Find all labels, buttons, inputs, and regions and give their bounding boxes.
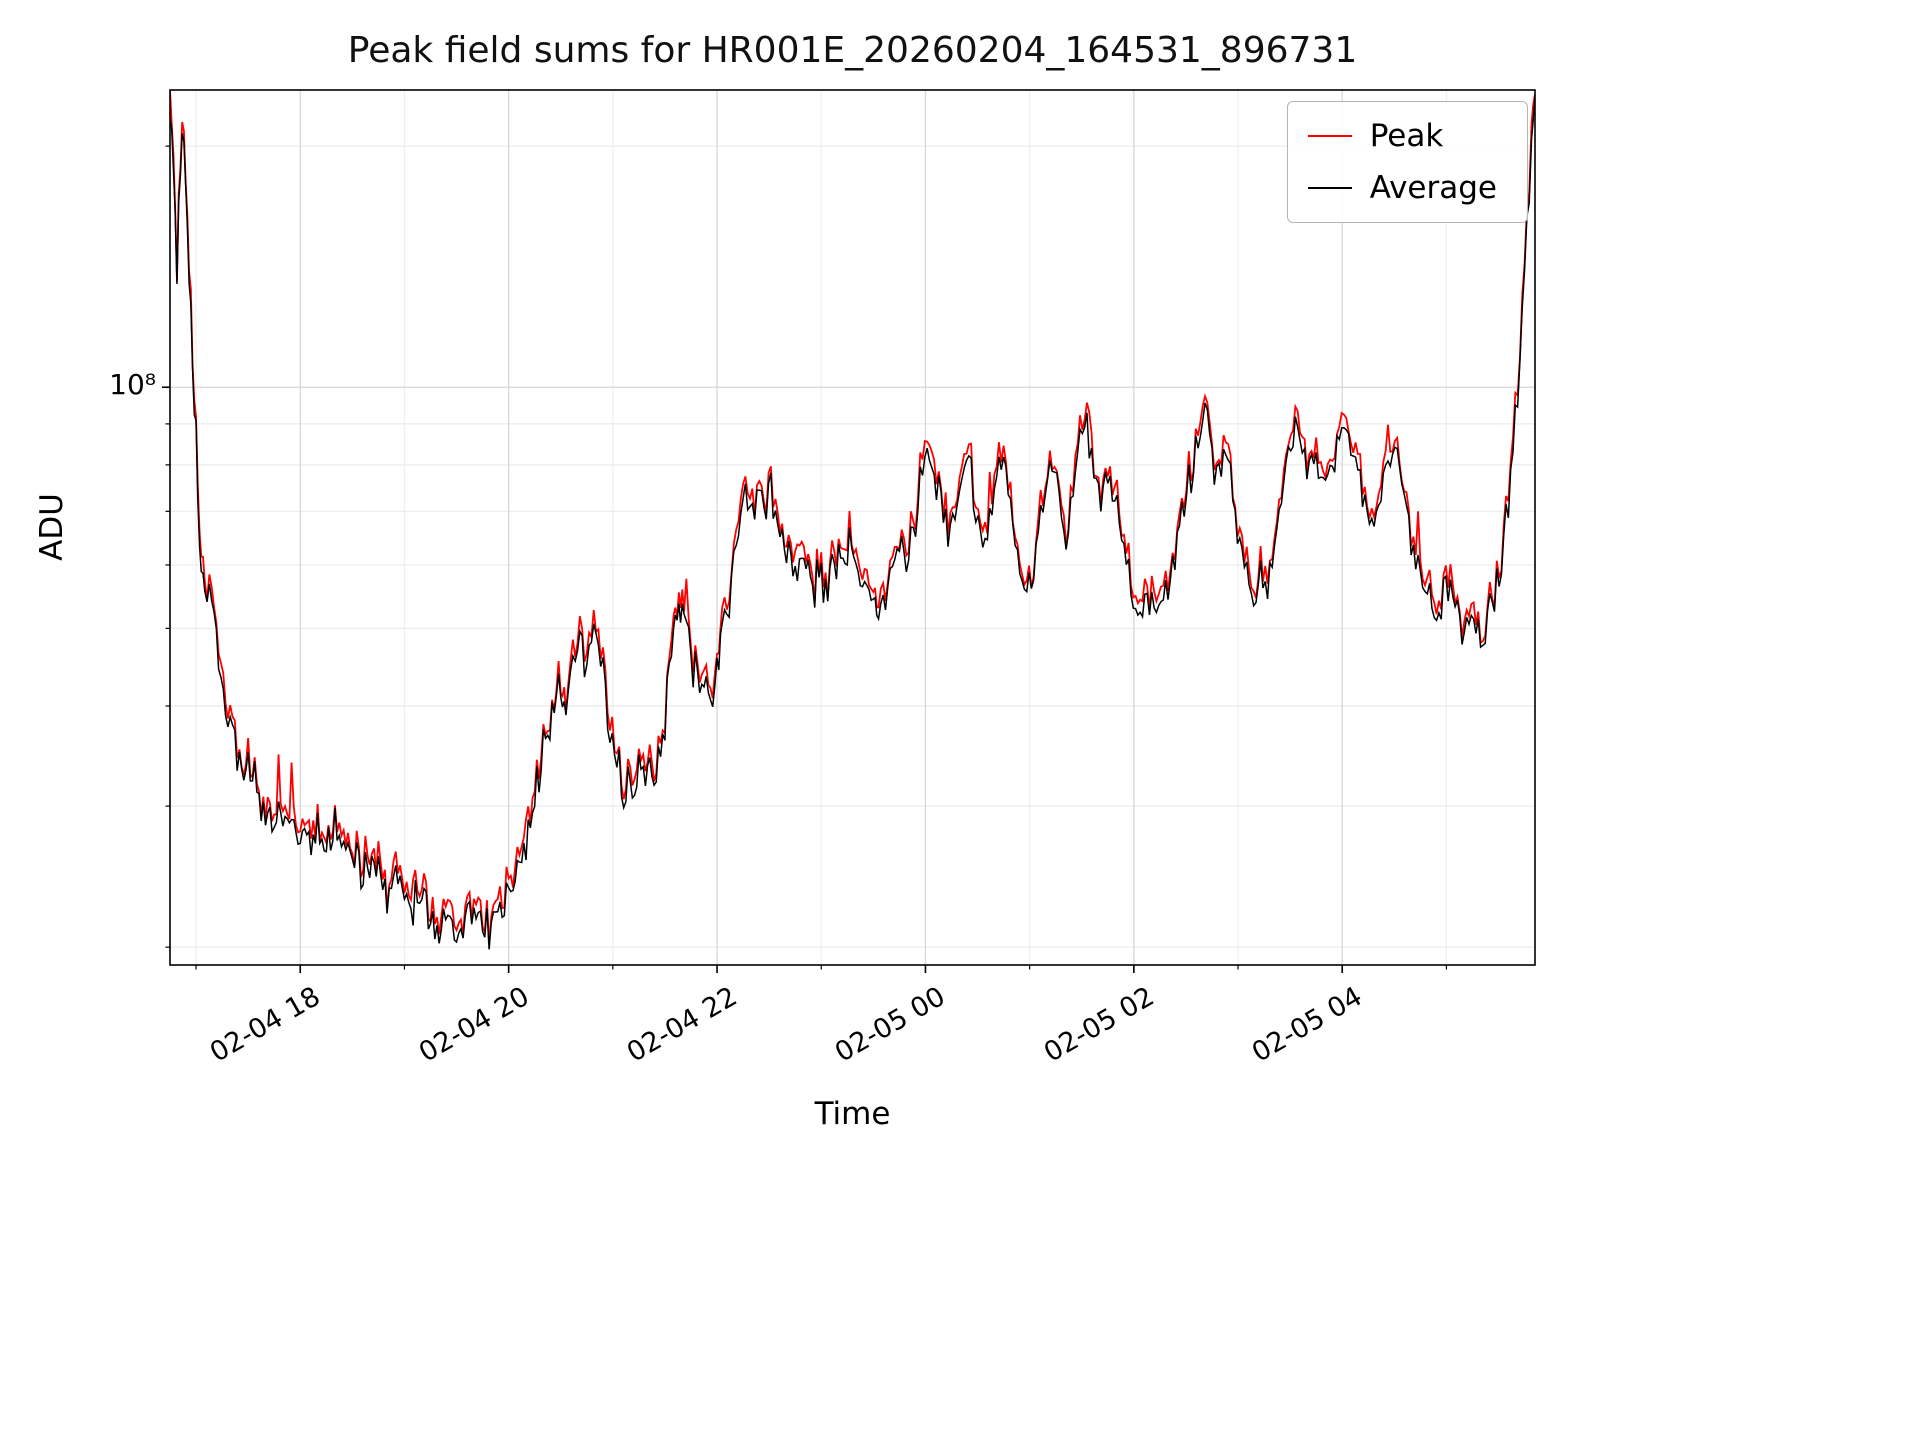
y-axis-label: ADU	[34, 493, 70, 561]
peak-line-swatch	[1307, 135, 1352, 137]
average-line	[170, 97, 1535, 950]
legend-label-average: Average	[1369, 170, 1497, 206]
legend-label-peak: Peak	[1369, 118, 1444, 154]
legend-item-peak: Peak	[1307, 118, 1497, 154]
average-line-swatch	[1307, 187, 1352, 189]
peak-line	[170, 90, 1535, 945]
chart-title: Peak field sums for HR001E_20260204_1645…	[347, 30, 1358, 71]
axes-spines	[169, 89, 1536, 966]
x-axis-label: Time	[814, 1096, 891, 1132]
legend-item-average: Average	[1307, 170, 1497, 206]
legend: Peak Average	[1286, 101, 1528, 223]
y-tick-label-1e8: 10⁸	[109, 368, 156, 402]
